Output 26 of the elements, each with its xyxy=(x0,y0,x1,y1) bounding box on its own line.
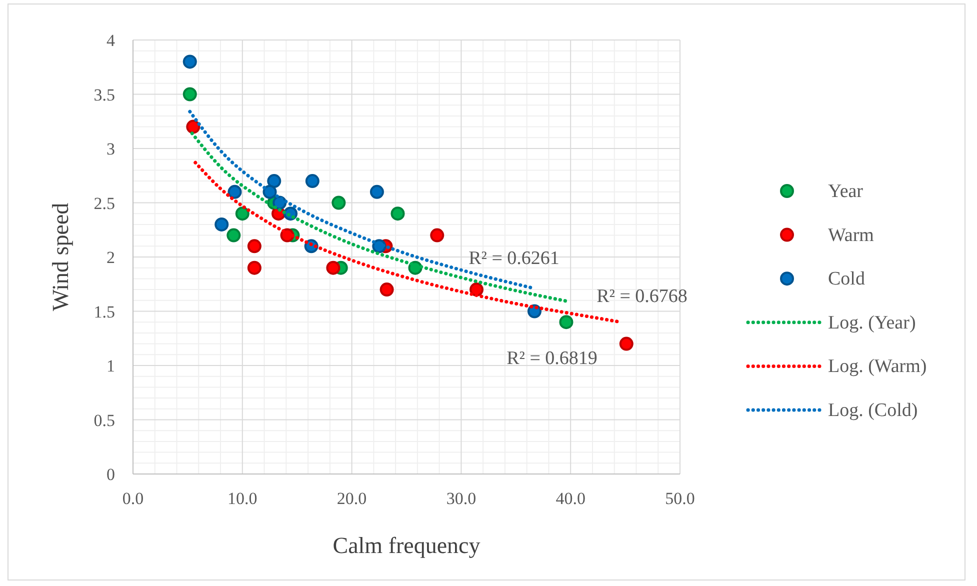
x-tick-label: 30.0 xyxy=(446,489,476,508)
y-tick-label: 1 xyxy=(106,356,115,376)
y-axis-title: Wind speed xyxy=(48,202,73,312)
legend-label: Log. (Year) xyxy=(828,312,916,334)
x-tick-label: 0.0 xyxy=(122,489,144,508)
legend-label: Cold xyxy=(828,268,866,290)
annotation: R² = 0.6261 xyxy=(468,248,560,269)
y-tick-label: 2.5 xyxy=(94,194,115,213)
annotation: R² = 0.6768 xyxy=(596,286,688,307)
x-tick-label: 10.0 xyxy=(228,489,258,508)
y-tick-label: 0 xyxy=(106,465,115,484)
x-tick-label: 20.0 xyxy=(336,489,367,508)
y-tick-label: 4 xyxy=(106,31,116,50)
x-tick-label: 40.0 xyxy=(556,489,586,508)
y-tick-label: 3.5 xyxy=(94,85,115,104)
y-tick-label: 3 xyxy=(106,140,115,158)
legend-label: Log. (Warm) xyxy=(828,356,927,378)
annotation: R² = 0.6819 xyxy=(506,348,598,369)
legend-label: Warm xyxy=(828,224,874,246)
y-tick-label: 0.5 xyxy=(94,410,115,430)
y-tick-label: 2 xyxy=(106,248,115,267)
legend-label: Year xyxy=(828,181,864,202)
x-tick-label: 50.0 xyxy=(665,489,695,508)
x-axis-title: Calm frequency xyxy=(332,533,481,558)
y-tick-label: 1.5 xyxy=(94,302,115,322)
legend-label: Log. (Cold) xyxy=(828,400,918,421)
